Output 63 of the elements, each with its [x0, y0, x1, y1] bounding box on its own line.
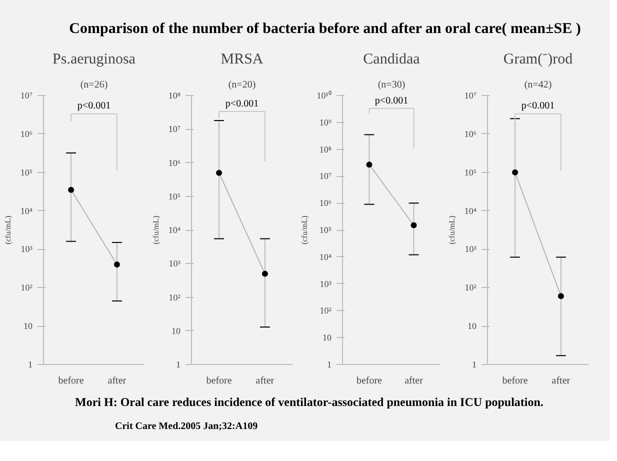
x-tick-label: before — [58, 376, 84, 386]
text: Comparison of the number of bacteria before and after an oral care( mean±SE ) — [69, 20, 581, 39]
annotation: p<0.001 — [77, 100, 111, 112]
y-axis-title: (cfu/mL) — [300, 215, 309, 244]
y-axis-title: (cfu/mL) — [151, 215, 160, 244]
y-tick-label: 10⁷ — [464, 90, 477, 100]
y-tick-label: 10 — [24, 321, 33, 332]
y-tick-label: 10⁹ — [319, 117, 332, 128]
chart-title: Ps.aeruginosa — [52, 52, 136, 68]
x-tick-label: after — [108, 376, 127, 386]
annotation: p<0.001 — [225, 98, 259, 110]
y-tick-label: 1 — [28, 360, 32, 370]
y-tick-label: 10 — [172, 326, 181, 336]
y-tick-label: 10⁴ — [319, 252, 332, 262]
y-tick-label: 10⁶ — [20, 128, 33, 139]
y-tick-label: 1 — [472, 360, 476, 370]
y-tick-label: 10³ — [20, 244, 33, 254]
annotation: p<0.001 — [374, 96, 408, 107]
annotation: p<0.001 — [521, 100, 555, 112]
x-tick-label: before — [356, 376, 383, 386]
chart-subtitle: (n=30) — [378, 80, 406, 90]
y-tick-label: 10⁷ — [319, 171, 332, 182]
y-tick-label: 10² — [320, 306, 332, 316]
y-tick-label: 1 — [327, 360, 332, 370]
y-tick-label: 10⁶ — [464, 128, 477, 139]
y-tick-label: 10⁸ — [168, 90, 181, 100]
y-tick-label: 10⁴ — [168, 225, 181, 235]
x-tick-label: before — [206, 376, 232, 386]
y-tick-label: 10⁵ — [319, 225, 332, 235]
y-tick-label: 10² — [168, 292, 181, 302]
y-tick-label: 10⁶ — [319, 198, 332, 208]
y-tick-label: 10⁴ — [464, 206, 477, 216]
y-tick-label: 10⁷ — [168, 124, 181, 134]
y-tick-label: 10⁴ — [20, 206, 33, 216]
chart-subtitle: (n=20) — [228, 80, 256, 90]
y-tick-label: 10⁶ — [168, 158, 181, 168]
x-tick-label: after — [552, 376, 571, 386]
x-tick-label: before — [502, 376, 528, 386]
y-tick-label: 10⁵ — [464, 167, 477, 178]
text: Crit Care Med.2005 Jan;32:A109 — [115, 420, 258, 434]
x-tick-label: after — [256, 376, 275, 386]
y-tick-label: 10⁵ — [168, 191, 181, 202]
y-tick-label: 10³ — [464, 244, 477, 254]
x-tick-label: after — [404, 376, 424, 386]
y-tick-label: 10 — [468, 321, 477, 332]
y-tick-label: 10³ — [168, 258, 181, 269]
y-tick-label: 10⁷ — [20, 90, 33, 100]
text: Mori H: Oral care reduces incidence of ventilator-associated pneumonia in ICU population. — [75, 394, 544, 411]
y-tick-label: 10¹⁰ — [316, 90, 332, 100]
y-tick-label: 1 — [176, 360, 180, 370]
chart-title: Gram(⁻)rod — [503, 52, 574, 68]
y-tick-label: 10⁸ — [319, 144, 332, 154]
chart-subtitle: (n=42) — [524, 80, 552, 90]
y-tick-label: 10 — [322, 332, 332, 343]
y-tick-label: 10³ — [320, 278, 332, 289]
chart-title: MRSA — [220, 52, 264, 68]
chart-title: Candidaa — [363, 52, 420, 68]
y-axis-title: (cfu/mL) — [447, 215, 456, 244]
chart-subtitle: (n=26) — [80, 80, 108, 90]
y-tick-label: 10² — [464, 282, 477, 293]
y-axis-title: (cfu/mL) — [3, 215, 12, 244]
y-tick-label: 10⁵ — [20, 167, 33, 178]
y-tick-label: 10² — [20, 282, 33, 293]
